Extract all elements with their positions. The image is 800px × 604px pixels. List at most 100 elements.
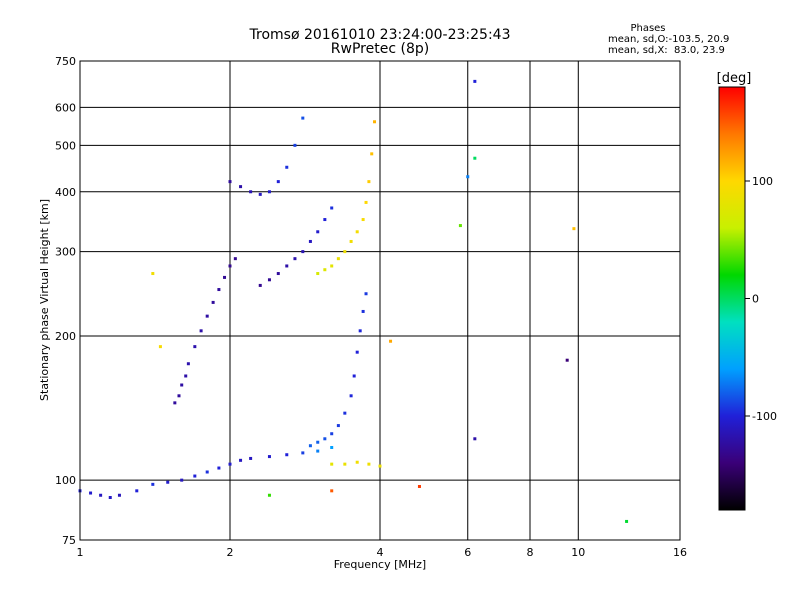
data-point (108, 495, 112, 499)
data-point (367, 180, 371, 184)
data-point (193, 345, 197, 349)
x-tick-label: 10 (571, 546, 585, 559)
stats-title: Phases (630, 23, 665, 34)
data-point (249, 456, 253, 460)
data-point (249, 190, 253, 194)
data-point (316, 449, 320, 453)
y-tick-label: 200 (55, 330, 76, 343)
data-point (565, 358, 569, 362)
data-point (258, 192, 262, 196)
data-point (625, 519, 629, 523)
data-point (355, 460, 359, 464)
y-tick-label: 100 (55, 474, 76, 487)
colorbar-tick-label: 0 (752, 293, 759, 306)
data-point (177, 394, 181, 398)
data-point (258, 283, 262, 287)
y-tick-label: 600 (55, 101, 76, 114)
data-point (458, 224, 462, 228)
data-point (473, 437, 477, 441)
data-point (158, 345, 162, 349)
data-point (323, 218, 327, 222)
stats-line-1: mean, sd,O:-103.5, 20.9 (608, 34, 729, 45)
data-point (330, 489, 334, 493)
data-point (223, 275, 227, 279)
data-point (308, 444, 312, 448)
data-point (330, 462, 334, 466)
data-point (323, 437, 327, 441)
x-tick-label: 8 (527, 546, 534, 559)
data-points (78, 79, 629, 523)
chart-title: Tromsø 20161010 23:24:00-23:25:43 (249, 27, 511, 43)
data-point (361, 309, 365, 313)
data-point (343, 250, 347, 254)
data-point (276, 180, 280, 184)
data-point (316, 230, 320, 234)
data-point (276, 272, 280, 276)
colorbar-tick-label: 100 (752, 175, 773, 188)
chart-subtitle: RwPretec (8p) (331, 41, 429, 57)
colorbar-label: [deg] (717, 71, 752, 86)
data-point (217, 466, 221, 470)
data-point (285, 453, 289, 457)
y-tick-label: 750 (55, 55, 76, 68)
data-point (239, 458, 243, 462)
x-tick-label: 6 (464, 546, 471, 559)
data-point (166, 480, 170, 484)
plot-frame (79, 60, 681, 541)
data-point (330, 445, 334, 449)
data-point (364, 200, 368, 204)
data-point (367, 462, 371, 466)
data-point (267, 493, 271, 497)
data-point (473, 79, 477, 83)
data-point (301, 116, 305, 120)
data-point (373, 120, 377, 124)
data-point (211, 300, 215, 304)
data-point (316, 272, 320, 276)
y-tick-label: 300 (55, 246, 76, 259)
y-tick-label: 75 (62, 534, 76, 547)
data-point (267, 278, 271, 282)
data-point (355, 230, 359, 234)
data-point (355, 350, 359, 354)
data-point (358, 329, 362, 333)
data-point (336, 257, 340, 261)
data-point (193, 474, 197, 478)
data-point (89, 491, 93, 495)
data-point (151, 482, 155, 486)
data-point (151, 272, 155, 276)
data-point (308, 239, 312, 243)
data-point (352, 374, 356, 378)
y-tick-label: 500 (55, 139, 76, 152)
data-point (184, 374, 188, 378)
y-tick-label: 400 (55, 186, 76, 199)
data-point (417, 484, 421, 488)
data-point (180, 383, 184, 387)
data-point (330, 264, 334, 268)
data-point (117, 493, 121, 497)
y-tick-labels: 75 100 200 300 400 500 600 750 (55, 55, 76, 547)
data-point (343, 462, 347, 466)
data-point (466, 175, 470, 179)
data-point (186, 362, 190, 366)
data-point (99, 493, 103, 497)
data-point (173, 401, 177, 405)
data-point (285, 264, 289, 268)
data-point (349, 239, 353, 243)
x-tick-label: 1 (77, 546, 84, 559)
x-tick-labels: 1 2 4 6 8 10 16 (77, 546, 688, 559)
data-point (228, 462, 232, 466)
colorbar (718, 86, 746, 511)
x-tick-label: 2 (227, 546, 234, 559)
colorbar-tick-label: -100 (752, 410, 777, 423)
data-point (293, 143, 297, 147)
y-axis-label: Stationary phase Virtual Height [km] (38, 199, 51, 401)
data-point (267, 455, 271, 459)
data-point (349, 394, 353, 398)
data-point (323, 268, 327, 272)
stats-line-2: mean, sd,X: 83.0, 23.9 (608, 45, 725, 56)
data-point (180, 478, 184, 482)
data-point (293, 257, 297, 261)
data-point (267, 190, 271, 194)
